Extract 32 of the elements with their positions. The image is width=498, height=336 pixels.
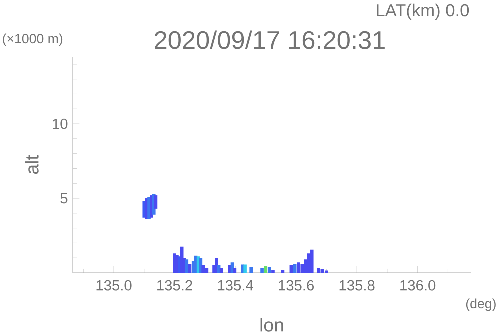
bar [260, 268, 264, 273]
x-tick-label: 135.4 [218, 280, 254, 291]
y-tick-label: 10 [53, 118, 68, 130]
bar [272, 270, 275, 273]
text: (deg) [466, 298, 496, 312]
bar [154, 196, 158, 209]
x-tick-label: 135.2 [158, 280, 192, 291]
x-tick-label: 135.6 [279, 280, 314, 291]
bar [220, 268, 224, 273]
x-tick-label: 135.0 [96, 280, 132, 291]
bar [297, 262, 300, 273]
x-axis-title: lon [260, 318, 284, 332]
x-tick-label: 136.0 [400, 280, 436, 291]
bar [233, 268, 237, 273]
bar [290, 266, 294, 273]
text: (×1000 m) [3, 34, 63, 46]
bar [205, 268, 209, 273]
bar [268, 267, 272, 273]
bar [310, 250, 314, 273]
bar [188, 264, 192, 273]
bar [202, 266, 206, 273]
chart-title: 2020/09/17 16:20:31 [155, 30, 385, 50]
bar [185, 260, 189, 273]
bar [307, 254, 311, 273]
y-tick-label: 5 [60, 193, 68, 204]
bar [317, 268, 320, 273]
bar [281, 270, 285, 273]
bar [293, 264, 297, 273]
x-tick-label: 135.8 [340, 280, 375, 291]
y-axis-title: alt [25, 155, 39, 174]
text: LAT(km) 0.0 [377, 4, 470, 20]
bar [250, 267, 254, 273]
